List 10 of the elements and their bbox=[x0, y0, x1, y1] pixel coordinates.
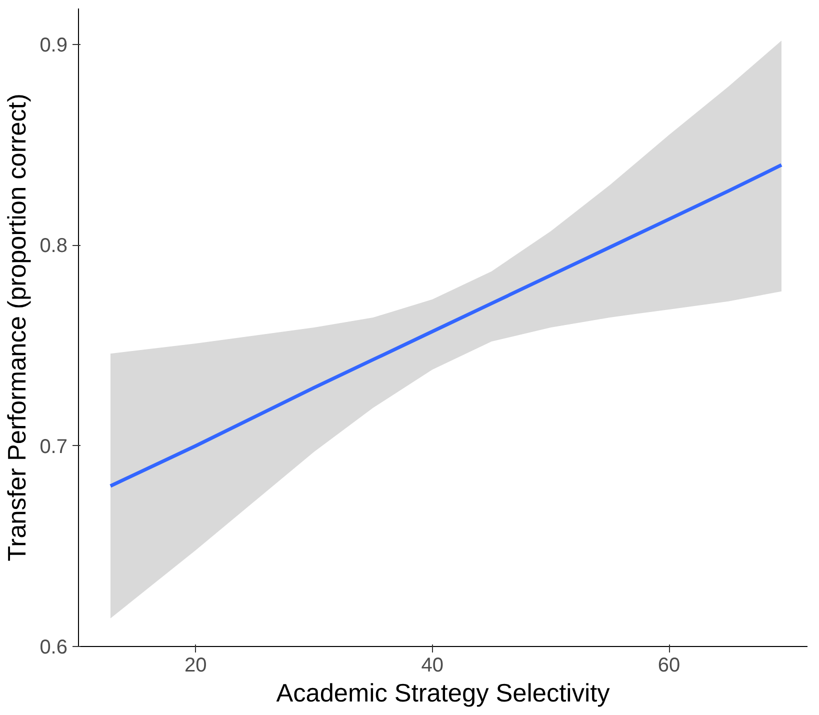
y-tick-label: 0.6 bbox=[40, 636, 68, 658]
y-tick-label: 0.7 bbox=[40, 436, 68, 458]
x-axis-title: Academic Strategy Selectivity bbox=[276, 680, 610, 708]
x-tick-label: 60 bbox=[658, 654, 680, 676]
x-tick-label: 20 bbox=[184, 654, 207, 676]
x-tick-label: 40 bbox=[421, 654, 444, 676]
y-tick-label: 0.9 bbox=[40, 34, 68, 57]
y-axis-title: Transfer Performance (proportion correct) bbox=[4, 94, 32, 562]
y-tick-label: 0.8 bbox=[40, 235, 68, 258]
line-series bbox=[108, 163, 784, 488]
